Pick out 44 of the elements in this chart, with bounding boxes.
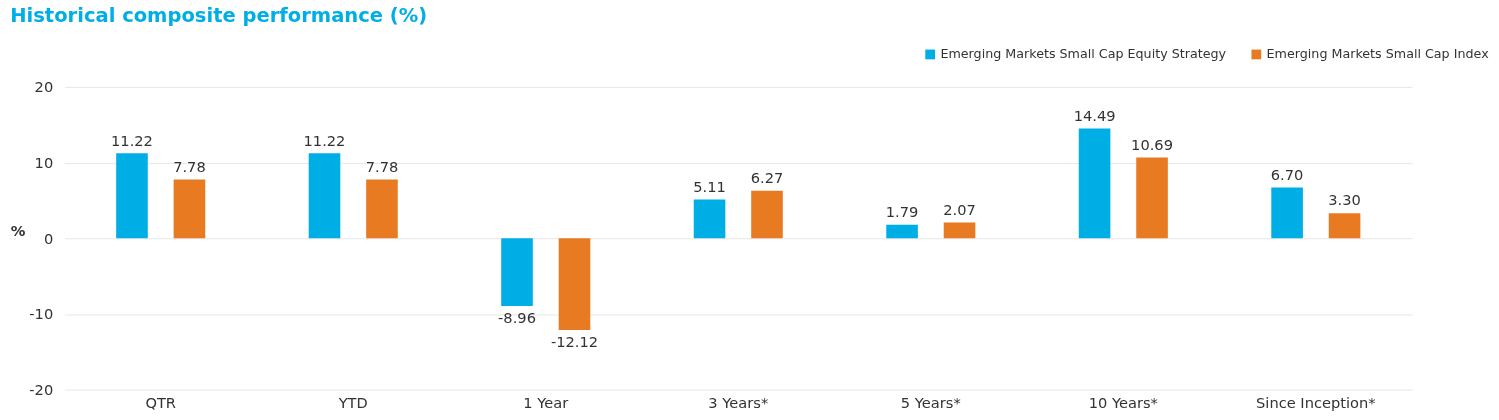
bar: [366, 179, 398, 239]
data-label: -12.12: [550, 332, 599, 350]
x-tick-label: QTR: [145, 393, 177, 411]
data-label: 2.07: [943, 200, 976, 218]
legend-label: Emerging Markets Small Cap Index: [1266, 46, 1490, 62]
bar: [1328, 213, 1361, 239]
chart-title: Historical composite performance (%): [10, 4, 428, 28]
data-label: 6.27: [750, 169, 784, 187]
bar: [751, 190, 783, 239]
data-label: 7.78: [365, 157, 399, 175]
bar: [1078, 128, 1111, 239]
y-tick-label: -20: [29, 381, 54, 399]
data-label: 11.22: [111, 131, 153, 149]
legend-label: Emerging Markets Small Cap Equity Strategy: [940, 46, 1227, 62]
x-tick-label: 5 Years*: [900, 393, 961, 411]
bar: [943, 222, 976, 239]
bar: [693, 199, 726, 239]
y-tick-label: -10: [29, 305, 54, 323]
x-tick-label: 10 Years*: [1088, 393, 1158, 411]
data-label: 11.22: [303, 131, 346, 149]
bar: [173, 179, 206, 239]
y-tick-label: 0: [43, 229, 54, 247]
bar: [886, 224, 918, 239]
bar: [116, 153, 148, 239]
data-label: 10.69: [1131, 135, 1173, 153]
data-label: 7.78: [173, 157, 206, 175]
data-label: 1.79: [885, 202, 919, 220]
x-tick-label: 1 Year: [523, 393, 570, 411]
y-tick-label: 10: [34, 153, 54, 171]
x-tick-label: 3 Years*: [708, 393, 769, 411]
data-label: 5.11: [693, 177, 726, 195]
y-tick-label: 20: [34, 78, 54, 96]
data-label: -8.96: [498, 308, 536, 326]
bar: [558, 238, 591, 331]
data-label: 14.49: [1073, 106, 1116, 124]
x-tick-label: YTD: [337, 393, 368, 411]
y-axis-title: %: [10, 221, 26, 239]
bar: [1271, 187, 1303, 239]
data-label: 6.70: [1270, 165, 1304, 183]
x-tick-label: Since Inception*: [1256, 393, 1376, 411]
bar: [308, 153, 341, 239]
bar: [501, 238, 533, 307]
bar: [1136, 157, 1168, 239]
data-label: 3.30: [1328, 191, 1361, 209]
